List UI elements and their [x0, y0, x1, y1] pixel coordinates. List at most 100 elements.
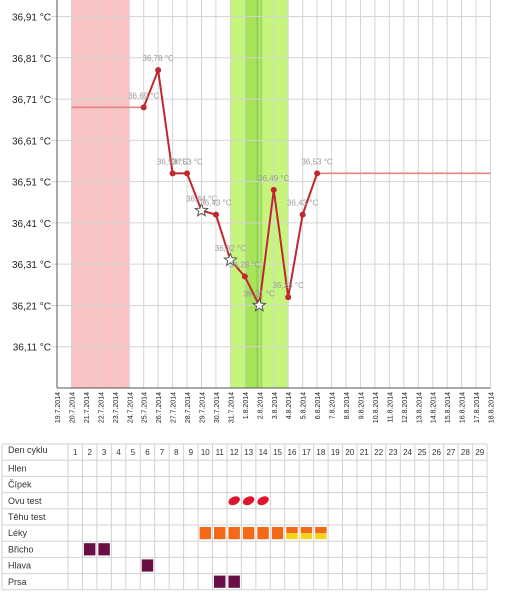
- data-label: 36,69 °C: [128, 91, 159, 100]
- x-tick-label: 17.8.2014: [474, 392, 481, 423]
- x-tick-label: 3.8.2014: [272, 392, 279, 419]
- row-label: Těhu test: [8, 512, 46, 522]
- data-label: 36,43 °C: [200, 199, 231, 208]
- medication-marker: [315, 527, 327, 534]
- x-tick-label: 7.8.2014: [330, 392, 337, 419]
- data-point: [169, 170, 176, 177]
- data-label: 36,53 °C: [301, 157, 332, 166]
- x-tick-label: 2.8.2014: [257, 392, 264, 419]
- cycle-day-number: 1: [73, 448, 78, 457]
- x-tick-label: 14.8.2014: [431, 392, 438, 423]
- cycle-day-number: 8: [174, 448, 179, 457]
- cycle-day-number: 25: [418, 448, 427, 457]
- x-axis: 19.7.2014 20.7.2014 21.7.2014 22.7.2014 23.7…: [55, 392, 496, 423]
- x-tick-label: 8.8.2014: [344, 392, 351, 419]
- row-label: Hlen: [8, 463, 27, 473]
- x-tick-label: 27.7.2014: [171, 392, 178, 423]
- cycle-table-grid: [1, 443, 488, 591]
- row-label: Prsa: [8, 577, 27, 587]
- cycle-day-number: 13: [244, 448, 253, 457]
- medication-marker: [242, 527, 255, 540]
- symptom-marker: [83, 543, 96, 556]
- cycle-day-number: 26: [432, 448, 441, 457]
- row-label: Ovu test: [8, 496, 42, 506]
- x-tick-label: 13.8.2014: [416, 392, 423, 423]
- x-tick-label: 19.7.2014: [55, 392, 62, 423]
- medication-marker: [228, 527, 240, 540]
- x-tick-label: 30.7.2014: [214, 392, 221, 423]
- data-point: [270, 186, 277, 193]
- y-tick-label: 36,91 °C: [12, 13, 51, 24]
- x-tick-label: 26.7.2014: [156, 392, 163, 423]
- ovulation-test-drop-icon: [228, 496, 240, 506]
- x-tick-label: 22.7.2014: [98, 392, 105, 423]
- cycle-day-number: 24: [403, 448, 412, 457]
- data-label: 36,28 °C: [229, 261, 260, 270]
- cycle-day-number: 12: [230, 448, 239, 457]
- x-tick-label: 9.8.2014: [358, 392, 365, 419]
- cycle-day-number: 3: [102, 448, 107, 457]
- cycle-day-number: 29: [475, 448, 484, 457]
- data-point: [314, 170, 321, 177]
- medication-marker: [199, 527, 211, 540]
- x-tick-label: 31.7.2014: [228, 392, 235, 423]
- medication-marker-secondary: [300, 533, 313, 540]
- fertile-peak-band: [244, 0, 260, 388]
- y-tick-label: 36,11 °C: [13, 343, 51, 354]
- x-tick-label: 4.8.2014: [286, 392, 293, 419]
- y-axis: 36,91 °C 36,81 °C 36,71 °C 36,61 °C 36,51 °C…: [12, 13, 51, 354]
- y-tick-label: 36,31 °C: [12, 260, 51, 271]
- cycle-day-number: 7: [160, 448, 165, 457]
- cycle-day-number: 6: [145, 448, 150, 457]
- data-label: 36,44 °C: [186, 195, 217, 204]
- cycle-rows: Hlen Čípek Ovu test Těhu test Léky Břicho Hlav…: [8, 463, 46, 586]
- chart-grid: [51, 0, 491, 389]
- data-point-star: [222, 252, 238, 267]
- cycle-day-number: 22: [374, 448, 383, 457]
- cycle-day-number: 23: [389, 448, 398, 457]
- symptom-marker: [228, 575, 240, 588]
- data-point-star: [251, 297, 267, 312]
- x-tick-label: 10.8.2014: [373, 392, 380, 423]
- y-tick-label: 36,81 °C: [12, 54, 51, 65]
- medication-marker: [300, 527, 313, 534]
- cycle-day-number: 10: [201, 448, 210, 457]
- symptom-marker: [214, 575, 226, 588]
- data-label: 36,21 °C: [244, 289, 275, 298]
- cycle-day-number: 15: [273, 448, 282, 457]
- x-tick-label: 18.8.2014: [489, 392, 496, 423]
- cycle-day-number: 21: [360, 448, 369, 457]
- x-tick-label: 28.7.2014: [185, 392, 192, 423]
- y-tick-label: 36,41 °C: [12, 219, 51, 230]
- data-point: [184, 170, 191, 177]
- y-tick-label: 36,71 °C: [12, 95, 51, 106]
- cycle-day-number: 19: [331, 448, 340, 457]
- data-label: 36,32 °C: [215, 244, 246, 253]
- cycle-day-number: 2: [87, 448, 92, 457]
- x-tick-label: 12.8.2014: [402, 392, 409, 423]
- row-label: Hlava: [8, 561, 31, 571]
- cycle-cells: [83, 496, 327, 588]
- temperature-series: 36,69 °C36,78 °C36,53 °C36,53 °C36,44 °C…: [128, 54, 333, 312]
- x-tick-label: 20.7.2014: [69, 392, 76, 423]
- cycle-day-number: 9: [189, 448, 194, 457]
- data-point: [140, 104, 147, 111]
- data-point: [241, 273, 248, 280]
- cycle-day-number: 5: [131, 448, 136, 457]
- ovulation-test-drop-icon: [242, 496, 255, 506]
- row-label: Léky: [8, 528, 28, 538]
- medication-marker: [214, 527, 226, 540]
- x-tick-label: 21.7.2014: [84, 392, 91, 423]
- cycle-day-number: 18: [316, 448, 325, 457]
- x-tick-label: 24.7.2014: [127, 392, 134, 423]
- data-point: [155, 67, 162, 74]
- x-tick-label: 23.7.2014: [113, 392, 120, 423]
- x-tick-label: 11.8.2014: [387, 392, 394, 423]
- cycle-day-number: 28: [461, 448, 470, 457]
- x-tick-label: 25.7.2014: [142, 392, 149, 423]
- x-tick-label: 1.8.2014: [243, 392, 250, 419]
- data-point-star: [194, 202, 209, 217]
- y-tick-label: 36,51 °C: [12, 178, 51, 189]
- cycle-days: 1 2 3 4 5 6 7 8 9 10 11 12 13 14 15 16 17 18 19 20 21 22 23 24 2…: [73, 448, 485, 457]
- x-tick-label: 29.7.2014: [200, 392, 207, 423]
